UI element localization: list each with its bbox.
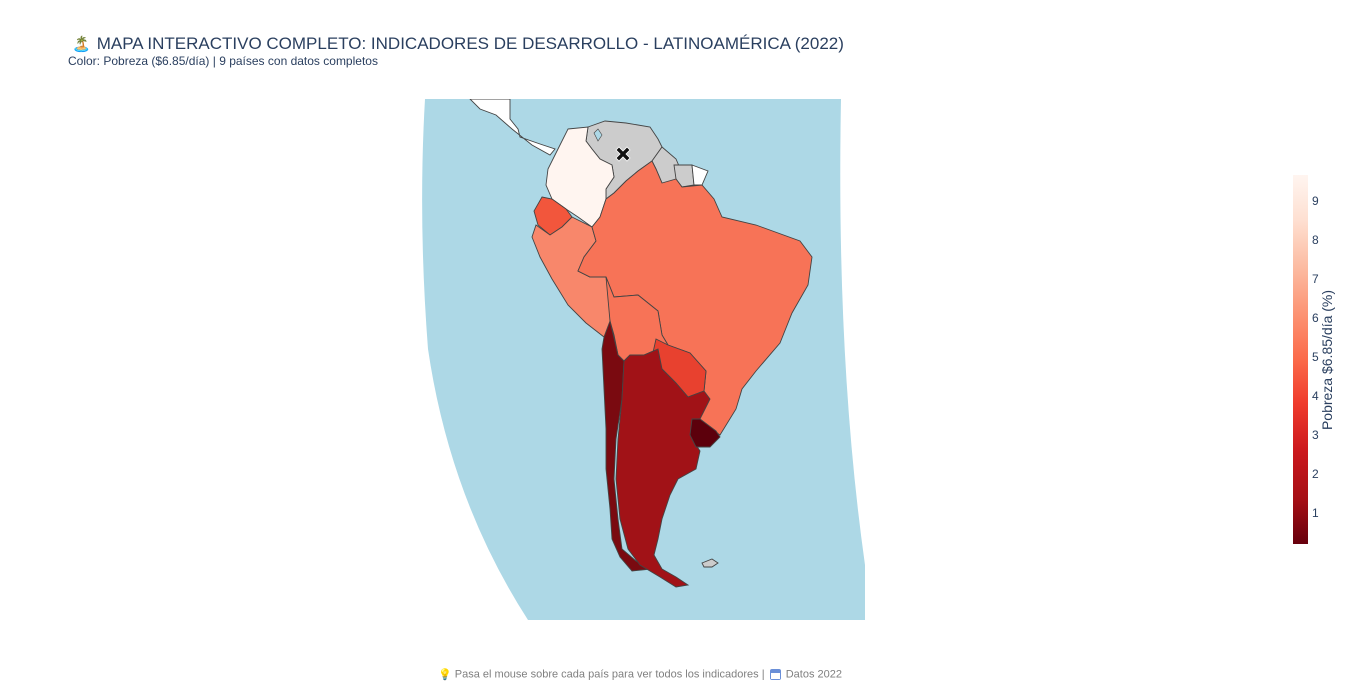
map-panel[interactable] (400, 99, 870, 620)
map-svg[interactable] (400, 99, 870, 620)
colorbar-tick: 8 (1312, 233, 1319, 247)
lake-maracaibo (593, 128, 603, 142)
country-brazil[interactable] (577, 160, 813, 436)
colorbar-ticks: 9 8 7 6 5 4 3 2 1 (1312, 175, 1332, 544)
central-america[interactable] (469, 99, 556, 156)
colorbar-title: Pobreza $6.85/día (%) (1319, 289, 1335, 431)
colorbar (1293, 175, 1308, 544)
title-row: 🏝️ MAPA INTERACTIVO COMPLETO: INDICADORE… (72, 34, 844, 54)
page-subtitle: Color: Pobreza ($6.85/día) | 9 países co… (68, 54, 378, 68)
palm-island-icon: 🏝️ (72, 35, 91, 53)
colorbar-tick: 2 (1312, 467, 1319, 481)
page-title: MAPA INTERACTIVO COMPLETO: INDICADORES D… (96, 34, 844, 53)
calendar-icon (769, 669, 781, 680)
footer-text-right: Datos 2022 (785, 668, 842, 681)
footer-note: 💡 Pasa el mouse sobre cada país para ver… (0, 668, 1280, 682)
colorbar-tick: 1 (1312, 506, 1319, 520)
colorbar-tick: 4 (1312, 389, 1319, 403)
country-uruguay[interactable] (689, 418, 721, 448)
colorbar-tick: 3 (1312, 428, 1319, 442)
colorbar-tick: 6 (1312, 311, 1319, 325)
lightbulb-icon: 💡 (438, 669, 452, 681)
colorbar-tick: 5 (1312, 350, 1319, 364)
colorbar-tick: 9 (1312, 194, 1319, 208)
x-marker-icon[interactable] (615, 146, 631, 162)
colorbar-tick: 7 (1312, 272, 1319, 286)
country-argentina[interactable] (615, 348, 711, 588)
footer-text-left: Pasa el mouse sobre cada país para ver t… (454, 668, 765, 681)
falkland-islands (701, 558, 719, 568)
